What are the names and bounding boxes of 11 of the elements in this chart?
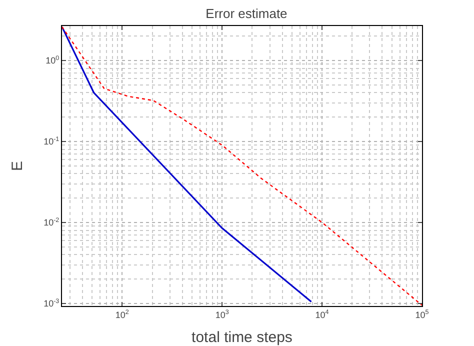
x-axis-title: total time steps: [192, 329, 292, 346]
y-tick-label: 10$^{0}$: [46, 54, 60, 66]
x-tick-label: 10$^{4}$: [315, 309, 330, 320]
x-tick-label: 10$^{2}$: [115, 309, 130, 320]
y-axis-title: E: [9, 160, 26, 172]
x-tick-label: 10$^{3}$: [215, 309, 230, 320]
x-tick-label: 10$^{5}$: [415, 309, 430, 320]
y-tick-label: 10$^{-2}$: [44, 216, 60, 228]
chart-title: Error estimate: [206, 6, 288, 21]
y-tick-label: 10$^{-3}$: [44, 298, 60, 309]
y-tick-label: 10$^{-1}$: [44, 136, 60, 147]
